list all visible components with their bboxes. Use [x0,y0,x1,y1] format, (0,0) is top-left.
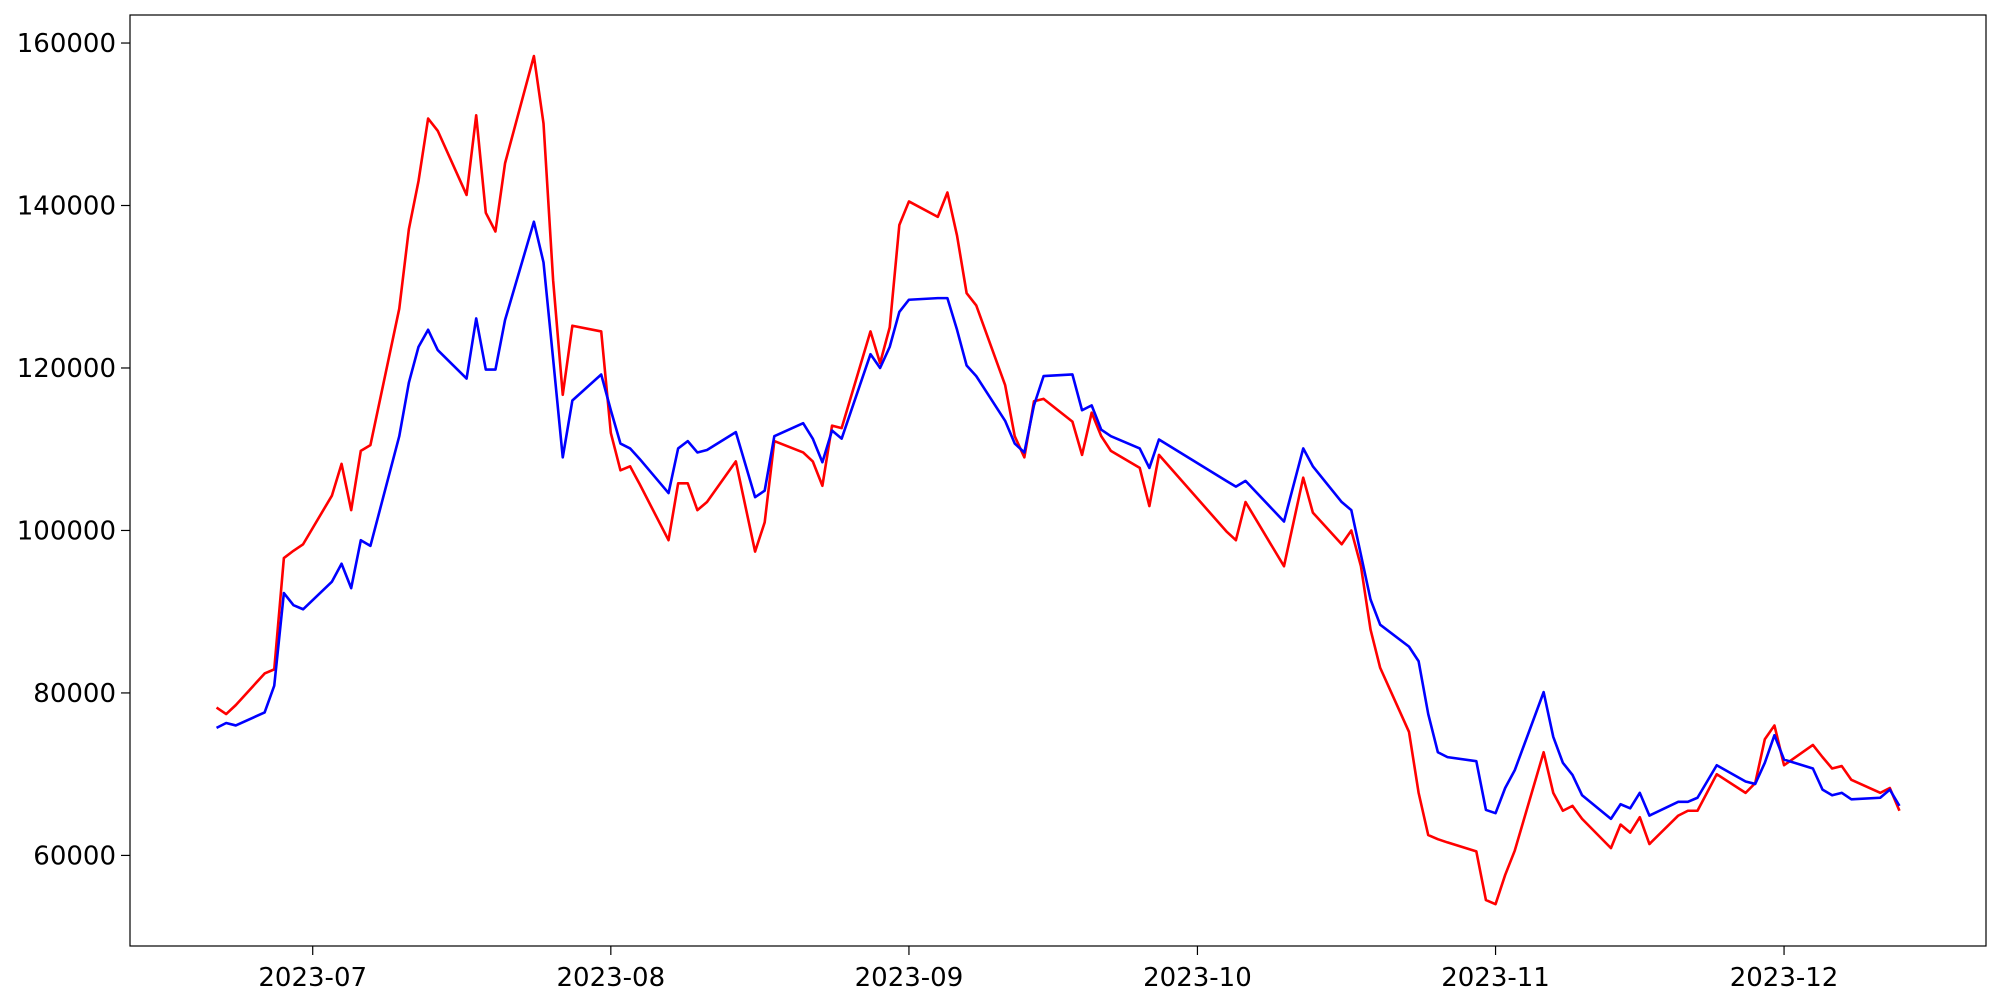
y-tick-label: 80000 [33,679,116,709]
x-tick-label: 2023-08 [557,963,666,993]
x-tick-label: 2023-11 [1441,963,1550,993]
line-series [215,220,1901,821]
y-tick-label: 60000 [33,841,116,871]
x-tick-label: 2023-12 [1730,963,1839,993]
x-tick-label: 2023-07 [258,963,367,993]
x-tick-label: 2023-10 [1143,963,1252,993]
y-tick-label: 160000 [17,29,116,59]
y-tick-label: 120000 [17,354,116,384]
plot-frame [129,14,1987,947]
y-tick-label: 140000 [17,192,116,222]
x-tick-label: 2023-09 [855,963,964,993]
y-tick-label: 100000 [17,516,116,546]
